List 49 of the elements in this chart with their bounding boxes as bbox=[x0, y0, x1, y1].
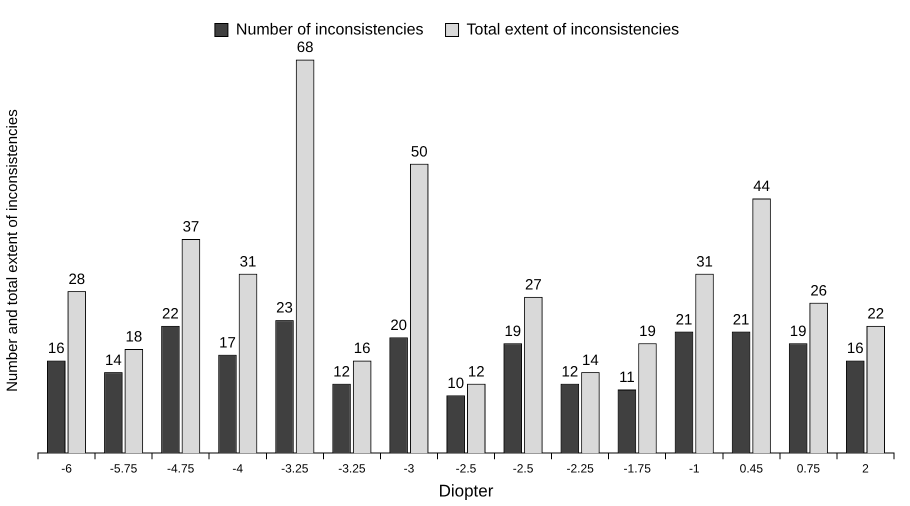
x-axis-title: Diopter bbox=[438, 481, 494, 500]
data-label: 50 bbox=[410, 143, 428, 160]
x-tick-label: -3 bbox=[404, 462, 415, 476]
data-label: 23 bbox=[276, 300, 293, 317]
data-label: 12 bbox=[333, 363, 350, 380]
data-label: 22 bbox=[162, 305, 179, 322]
data-label: 14 bbox=[582, 352, 599, 369]
data-label: 14 bbox=[104, 352, 122, 369]
x-tick-label: -2.5 bbox=[456, 462, 477, 476]
data-label: 21 bbox=[732, 311, 750, 328]
legend-label: Total extent of inconsistencies bbox=[466, 21, 680, 38]
data-label: 10 bbox=[447, 374, 464, 392]
x-tick-label: -6 bbox=[61, 462, 72, 476]
data-label: 17 bbox=[219, 334, 236, 352]
data-label: 44 bbox=[753, 178, 770, 196]
x-tick-label: 0.75 bbox=[796, 462, 820, 476]
x-tick-label: -3.25 bbox=[281, 462, 309, 476]
data-label: 20 bbox=[390, 317, 408, 334]
data-label: 22 bbox=[867, 305, 884, 322]
x-tick-label: 2 bbox=[862, 462, 870, 476]
data-label: 12 bbox=[562, 363, 578, 380]
x-tick-label: -4.75 bbox=[166, 462, 195, 476]
data-label: 31 bbox=[240, 253, 256, 270]
data-label: 19 bbox=[639, 322, 656, 340]
data-label: 12 bbox=[468, 363, 485, 380]
data-label: 16 bbox=[48, 340, 65, 358]
data-label: 16 bbox=[354, 340, 370, 358]
data-label: 21 bbox=[676, 311, 692, 328]
data-label: 26 bbox=[810, 282, 828, 300]
data-label: 27 bbox=[524, 276, 542, 294]
x-tick-label: -1 bbox=[688, 462, 700, 476]
x-tick-label: -3.25 bbox=[338, 462, 366, 476]
y-axis-title: Number and total extent of inconsistencies bbox=[4, 109, 22, 392]
data-label: 31 bbox=[696, 253, 713, 270]
data-label: 28 bbox=[68, 270, 86, 288]
data-label: 18 bbox=[126, 328, 142, 346]
data-label: 11 bbox=[619, 369, 635, 386]
x-tick-label: -4 bbox=[232, 462, 244, 476]
data-label: 19 bbox=[790, 322, 806, 340]
data-label: 19 bbox=[504, 322, 522, 340]
x-tick-label: 0.45 bbox=[740, 462, 764, 476]
x-tick-label: -5.75 bbox=[110, 462, 138, 476]
data-label: 68 bbox=[296, 39, 314, 56]
legend-label: Number of inconsistencies bbox=[236, 21, 424, 38]
x-tick-label: -2.5 bbox=[512, 462, 534, 476]
data-label: 16 bbox=[846, 340, 864, 358]
x-tick-label: -1.75 bbox=[624, 462, 652, 476]
x-tick-label: -2.25 bbox=[566, 462, 594, 476]
data-label: 37 bbox=[182, 218, 200, 236]
